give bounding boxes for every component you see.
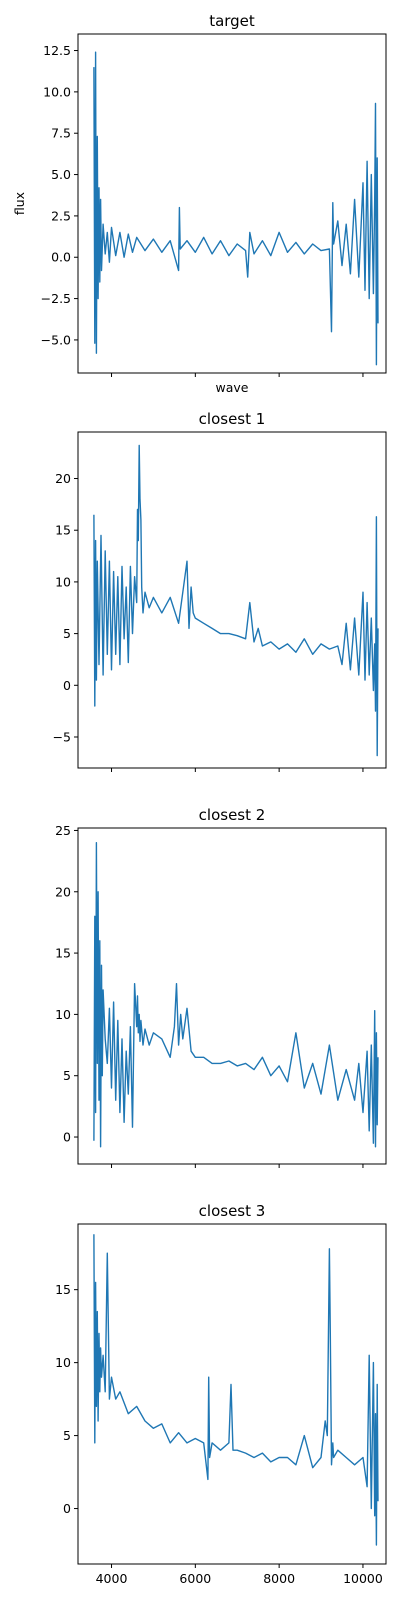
series-line	[93, 51, 379, 366]
plot-frame	[77, 827, 387, 1165]
chart-panel-2: closest 1 −5 0 5 10 15 20	[53, 410, 387, 772]
x-tick-label: 4000	[96, 1571, 128, 1586]
y-tick-label: 5	[63, 1068, 71, 1083]
x-tick-label: 6000	[179, 1571, 211, 1586]
y-tick-label: 5.0	[51, 167, 71, 182]
y-tick-label: 0	[63, 678, 71, 693]
y-tick-label: 20	[55, 884, 71, 899]
y-tick-label: −5.0	[41, 332, 71, 347]
y-tick-label: 0	[63, 1501, 71, 1516]
y-tick-label: 15	[55, 523, 71, 538]
y-tick-label: 0.0	[51, 250, 71, 265]
chart-title: closest 1	[199, 410, 266, 428]
y-tick-label: 7.5	[51, 126, 71, 141]
y-tick-label: 15	[55, 1282, 71, 1297]
y-tick-label: 0	[63, 1130, 71, 1145]
y-tick-label: 10	[55, 1007, 71, 1022]
y-axis-label: flux	[12, 192, 27, 215]
y-tick-label: 12.5	[43, 43, 71, 58]
plot-frame	[77, 431, 387, 769]
y-tick-label: 10.0	[43, 84, 71, 99]
chart-panel-4: closest 3 0 5 10 15 4000 6000 8000 10000	[55, 1202, 387, 1586]
y-tick-label: 2.5	[51, 208, 71, 223]
chart-title: closest 3	[199, 1202, 266, 1220]
series-line	[93, 1234, 379, 1546]
x-tick-label: 8000	[263, 1571, 295, 1586]
y-tick-label: 5	[63, 1428, 71, 1443]
y-tick-label: 5	[63, 626, 71, 641]
y-tick-label: 20	[55, 471, 71, 486]
chart-panel-3: closest 2 0 5 10 15 20 25	[55, 806, 387, 1168]
x-tick-label: 10000	[343, 1571, 383, 1586]
y-tick-label: −5	[53, 729, 71, 744]
chart-panel-1: target −5.0 −2.5 0.0 2.5 5.0 7.5 10.0 12.5 wave fl…	[12, 12, 387, 395]
series-line	[93, 444, 379, 757]
x-axis-label: wave	[216, 380, 249, 395]
y-tick-label: 15	[55, 946, 71, 961]
y-tick-label: 25	[55, 823, 71, 838]
y-tick-label: 10	[55, 1355, 71, 1370]
chart-title: target	[209, 12, 255, 30]
chart-title: closest 2	[199, 806, 266, 824]
series-line	[93, 842, 379, 1148]
plot-frame	[77, 33, 387, 374]
y-tick-label: 10	[55, 574, 71, 589]
y-tick-label: −2.5	[41, 291, 71, 306]
plot-frame	[77, 1223, 387, 1565]
